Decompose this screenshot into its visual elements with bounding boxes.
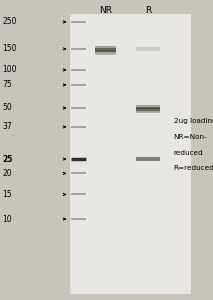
Text: 10: 10 bbox=[2, 214, 12, 224]
Bar bbox=[136, 108, 160, 110]
Bar bbox=[136, 105, 160, 111]
Text: 150: 150 bbox=[2, 44, 17, 53]
Text: 75: 75 bbox=[2, 80, 12, 89]
Text: 25: 25 bbox=[2, 154, 13, 164]
Bar bbox=[95, 52, 116, 54]
Bar bbox=[95, 48, 116, 50]
Bar bbox=[95, 54, 116, 55]
Text: 50: 50 bbox=[2, 103, 12, 112]
Text: NR=Non-: NR=Non- bbox=[174, 134, 207, 140]
Bar bbox=[136, 46, 160, 51]
Text: 2ug loading: 2ug loading bbox=[174, 118, 213, 124]
Text: reduced: reduced bbox=[174, 150, 203, 156]
Text: 250: 250 bbox=[2, 17, 17, 26]
Bar bbox=[95, 49, 116, 51]
Text: R: R bbox=[145, 6, 151, 15]
Text: 15: 15 bbox=[2, 190, 12, 199]
Bar bbox=[0, 0, 70, 300]
Bar bbox=[95, 50, 116, 52]
Bar bbox=[136, 110, 160, 111]
Bar bbox=[136, 112, 160, 113]
Text: 37: 37 bbox=[2, 122, 12, 131]
Bar bbox=[70, 14, 191, 294]
Text: 20: 20 bbox=[2, 169, 12, 178]
Bar bbox=[191, 0, 213, 300]
Text: R=reduced: R=reduced bbox=[174, 165, 213, 171]
Bar bbox=[136, 157, 160, 161]
Bar bbox=[95, 46, 116, 52]
Bar bbox=[136, 111, 160, 112]
Bar bbox=[95, 51, 116, 53]
Text: 100: 100 bbox=[2, 65, 17, 74]
Bar bbox=[136, 107, 160, 109]
Text: NR: NR bbox=[99, 6, 112, 15]
